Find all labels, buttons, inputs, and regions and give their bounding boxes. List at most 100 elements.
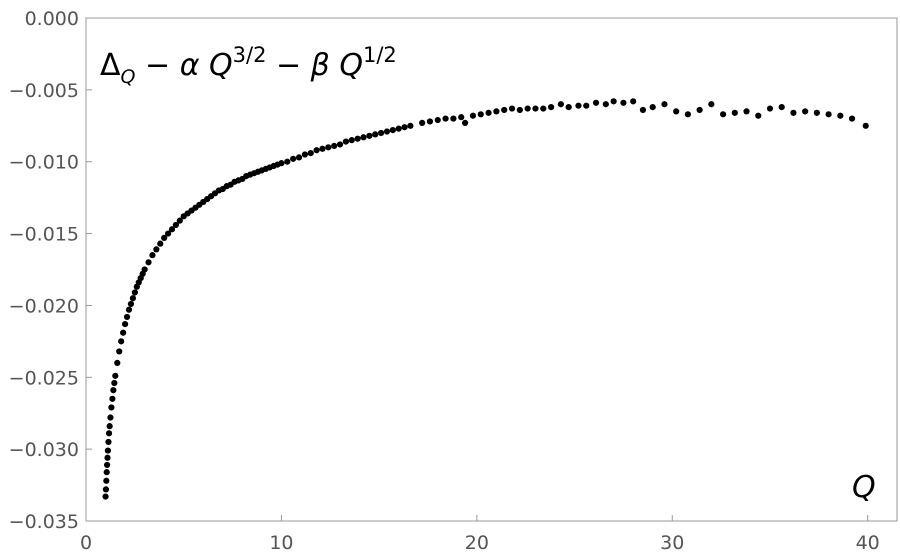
data-point	[348, 137, 355, 144]
data-point	[103, 469, 110, 476]
data-point	[755, 112, 762, 119]
formula-annotation: ΔQ − α Q3/2 − β Q1/2	[100, 43, 397, 88]
data-point	[649, 104, 656, 111]
data-point	[120, 329, 127, 336]
data-point	[684, 111, 692, 118]
data-point	[102, 486, 110, 493]
data-point	[501, 106, 508, 114]
data-point	[508, 105, 516, 112]
data-point	[290, 155, 297, 162]
minus-sign-1: −	[136, 48, 180, 83]
data-point	[104, 454, 111, 461]
data-point	[172, 221, 179, 229]
data-point	[802, 108, 809, 115]
data-point	[145, 259, 152, 266]
data-point	[112, 372, 119, 379]
data-point	[284, 158, 291, 165]
x-tick-label: 10	[269, 532, 293, 554]
alpha-symbol: α	[180, 48, 200, 83]
data-point	[778, 104, 785, 111]
data-point	[862, 122, 869, 129]
exponent-2: 1/2	[363, 43, 397, 67]
data-point	[129, 295, 136, 302]
data-point	[575, 102, 582, 109]
data-point	[848, 115, 856, 122]
data-point	[540, 105, 547, 112]
delta-symbol: Δ	[100, 48, 121, 83]
data-points	[102, 98, 869, 500]
y-axis: 0.000 −0.005 −0.010 −0.015 −0.020 −0.025 −0.03…	[9, 8, 92, 533]
data-point	[278, 160, 285, 167]
data-point	[696, 106, 703, 114]
data-point	[477, 111, 484, 118]
data-point	[766, 105, 774, 112]
data-point	[342, 138, 350, 145]
data-point	[295, 154, 303, 161]
data-point	[153, 246, 160, 253]
data-point	[176, 217, 183, 224]
data-point	[104, 461, 111, 469]
data-point	[319, 145, 326, 152]
y-tick-label: −0.015	[9, 224, 79, 246]
data-point	[450, 115, 457, 122]
data-point	[331, 142, 338, 150]
data-point	[307, 149, 314, 157]
data-point	[168, 226, 176, 233]
data-point	[123, 313, 131, 321]
data-point	[673, 108, 680, 115]
data-point	[708, 101, 715, 108]
data-point	[157, 240, 164, 247]
q-variable-2: Q	[330, 48, 363, 83]
x-tick-label: 0	[80, 532, 92, 554]
data-point	[121, 321, 129, 328]
data-point	[116, 348, 123, 355]
data-point	[131, 289, 138, 296]
y-tick-label: −0.020	[9, 295, 79, 317]
data-point	[719, 111, 727, 118]
y-tick-label: −0.025	[9, 367, 79, 389]
data-point	[103, 477, 110, 484]
plot-frame	[85, 17, 898, 522]
data-point	[360, 134, 367, 141]
data-point	[149, 252, 156, 259]
data-point	[114, 359, 121, 367]
data-point	[313, 147, 320, 154]
x-tick-label: 40	[856, 532, 880, 554]
data-point	[401, 124, 408, 131]
x-axis-label: Q	[852, 470, 876, 505]
data-point	[434, 116, 441, 124]
data-point	[661, 101, 668, 108]
x-tick-label: 30	[660, 532, 684, 554]
data-point	[105, 430, 113, 437]
data-point	[118, 338, 125, 345]
data-point	[127, 300, 135, 308]
y-tick-label: −0.035	[9, 511, 79, 533]
data-point	[107, 414, 114, 421]
data-point	[630, 98, 637, 105]
beta-symbol: β	[310, 48, 330, 83]
data-point	[557, 101, 564, 108]
data-point	[565, 104, 572, 111]
data-point	[111, 379, 118, 387]
data-point	[493, 108, 500, 115]
data-point	[389, 127, 396, 134]
data-point	[102, 493, 109, 500]
minus-sign-2: −	[266, 48, 310, 83]
data-point	[164, 230, 172, 237]
data-point	[813, 109, 820, 116]
data-point	[583, 102, 590, 109]
x-axis: 0 10 20 30 40	[80, 515, 880, 554]
y-tick-label: −0.030	[9, 439, 79, 461]
data-point	[108, 404, 115, 411]
data-point	[395, 125, 402, 132]
data-point	[301, 151, 308, 158]
data-point	[469, 112, 477, 119]
data-point	[639, 106, 647, 114]
data-point	[516, 106, 523, 114]
data-point	[532, 105, 539, 112]
x-tick-label: 20	[465, 532, 489, 554]
data-point	[109, 395, 116, 402]
data-point	[458, 114, 465, 121]
data-point	[743, 108, 750, 115]
